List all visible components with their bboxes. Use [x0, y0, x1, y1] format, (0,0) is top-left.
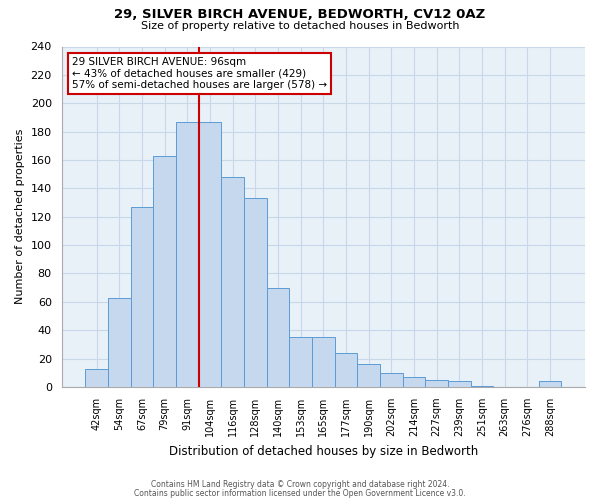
- Bar: [154, 156, 176, 387]
- Bar: [176, 122, 199, 387]
- Text: Contains public sector information licensed under the Open Government Licence v3: Contains public sector information licen…: [134, 489, 466, 498]
- Bar: [380, 373, 403, 387]
- Text: Contains HM Land Registry data © Crown copyright and database right 2024.: Contains HM Land Registry data © Crown c…: [151, 480, 449, 489]
- Bar: [244, 198, 266, 387]
- Bar: [403, 377, 425, 387]
- Bar: [335, 353, 357, 387]
- Bar: [448, 382, 470, 387]
- Bar: [357, 364, 380, 387]
- Bar: [539, 382, 561, 387]
- Bar: [266, 288, 289, 387]
- Text: 29 SILVER BIRCH AVENUE: 96sqm
← 43% of detached houses are smaller (429)
57% of : 29 SILVER BIRCH AVENUE: 96sqm ← 43% of d…: [72, 56, 327, 90]
- X-axis label: Distribution of detached houses by size in Bedworth: Distribution of detached houses by size …: [169, 444, 478, 458]
- Text: 29, SILVER BIRCH AVENUE, BEDWORTH, CV12 0AZ: 29, SILVER BIRCH AVENUE, BEDWORTH, CV12 …: [115, 8, 485, 20]
- Bar: [425, 380, 448, 387]
- Y-axis label: Number of detached properties: Number of detached properties: [15, 129, 25, 304]
- Bar: [289, 338, 312, 387]
- Text: Size of property relative to detached houses in Bedworth: Size of property relative to detached ho…: [141, 21, 459, 31]
- Bar: [85, 368, 108, 387]
- Bar: [221, 177, 244, 387]
- Bar: [131, 207, 154, 387]
- Bar: [108, 298, 131, 387]
- Bar: [312, 338, 335, 387]
- Bar: [470, 386, 493, 387]
- Bar: [199, 122, 221, 387]
